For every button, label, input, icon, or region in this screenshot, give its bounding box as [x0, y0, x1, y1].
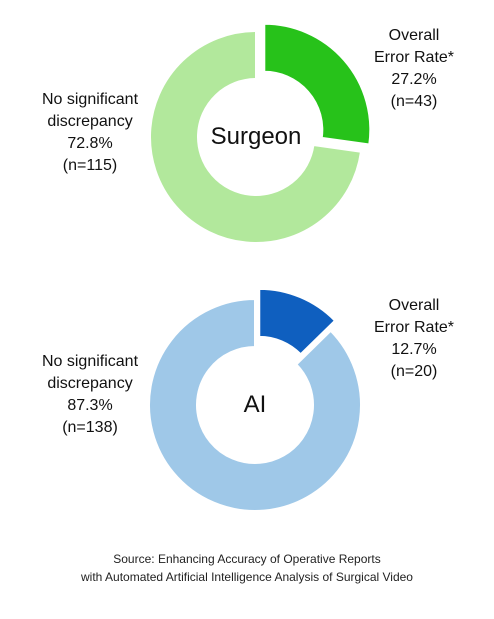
ai-error-label-line1: Overall [389, 297, 440, 314]
ai-no-discrepancy-percent: 87.3% [67, 397, 112, 414]
ai-error-label-line2: Error Rate* [374, 319, 454, 336]
surgeon-no-discrepancy-slice [149, 29, 363, 244]
ai-no-discrepancy-count: (n=138) [62, 419, 118, 436]
ai-no-discrepancy-label-line1: No significant [42, 353, 139, 370]
ai-donut [148, 287, 362, 512]
surgeon-center-label: Surgeon [211, 123, 302, 150]
surgeon-donut [149, 22, 372, 244]
ai-error-rate-slice [258, 287, 337, 356]
ai-no-discrepancy-label-line2: discrepancy [47, 375, 132, 392]
ai-error-percent: 12.7% [391, 341, 436, 358]
ai-center-label: AI [244, 391, 267, 418]
surgeon-error-rate-slice [263, 22, 372, 146]
ai-no-discrepancy-slice [148, 297, 362, 512]
surgeon-no-discrepancy-percent: 72.8% [67, 135, 112, 152]
surgeon-error-label-line2: Error Rate* [374, 49, 454, 66]
surgeon-no-discrepancy-label-line2: discrepancy [47, 113, 132, 130]
surgeon-no-discrepancy-label-line1: No significant [42, 91, 139, 108]
surgeon-error-count: (n=43) [391, 93, 438, 110]
source-line-1: Source: Enhancing Accuracy of Operative … [113, 552, 380, 566]
source-line-2: with Automated Artificial Intelligence A… [80, 570, 413, 584]
ai-error-count: (n=20) [391, 363, 438, 380]
surgeon-error-percent: 27.2% [391, 71, 436, 88]
surgeon-no-discrepancy-count: (n=115) [63, 157, 117, 174]
surgeon-error-label-line1: Overall [389, 27, 440, 44]
